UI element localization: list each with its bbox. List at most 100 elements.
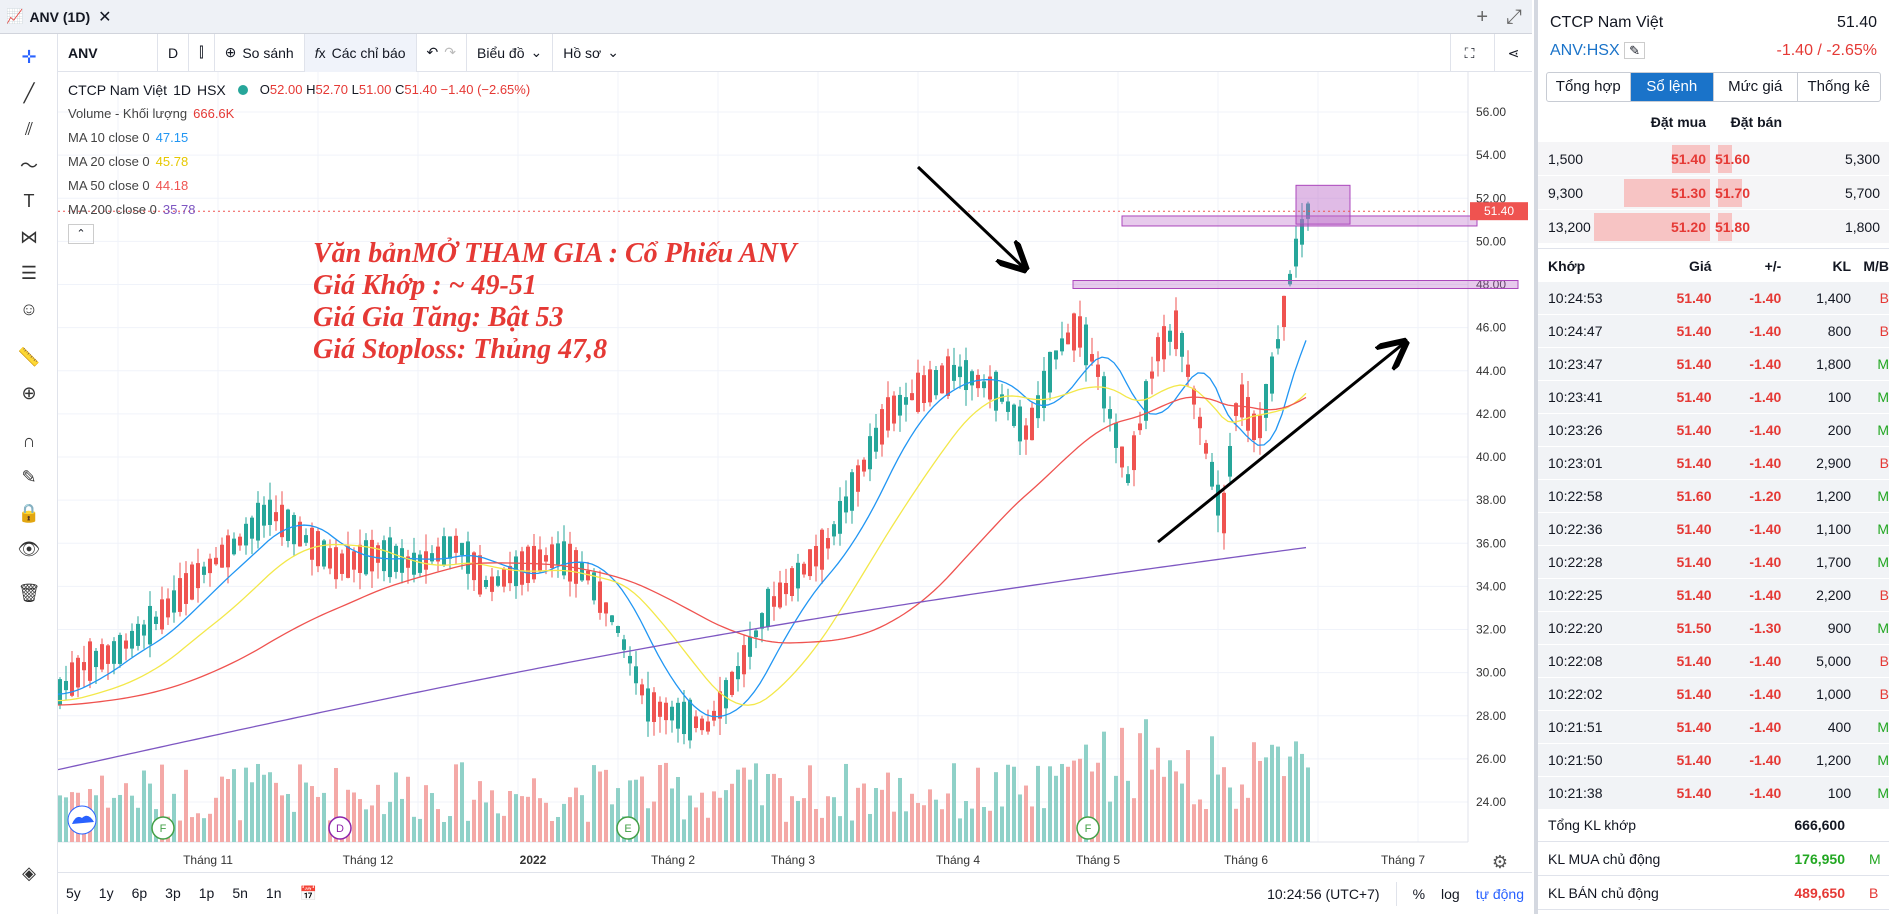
candle-body — [1006, 401, 1010, 412]
volume-bar — [646, 808, 650, 842]
price-chart[interactable]: 56.0054.0052.0050.0048.0046.0044.0042.00… — [58, 72, 1532, 872]
window-titlebar: 📈 ANV (1D) ✕ + ⤢ — [0, 0, 1532, 34]
range-5n[interactable]: 5n — [232, 885, 248, 901]
ruler-icon[interactable]: 📏 — [17, 346, 41, 367]
candle-type-icon[interactable]: ⫿ — [189, 33, 215, 72]
trade-cell: -1.40 — [1749, 785, 1782, 801]
range-1y[interactable]: 1y — [98, 885, 114, 901]
crosshair-icon[interactable]: ✛ — [21, 46, 37, 67]
trash-icon[interactable]: 🗑 — [17, 582, 41, 603]
edit-icon[interactable]: ✎ — [1624, 42, 1646, 59]
volume-bar — [808, 765, 812, 842]
volume-bar — [904, 811, 908, 842]
range-6p[interactable]: 6p — [131, 885, 148, 901]
percent-toggle[interactable]: % — [1412, 885, 1426, 902]
candle-body — [838, 500, 842, 534]
ma50-value: 44.18 — [155, 178, 189, 193]
undo-button[interactable]: ↶ ↷ — [417, 33, 468, 72]
candle-body — [892, 395, 896, 424]
trendline-icon[interactable]: ╱ — [23, 82, 35, 103]
candle-body — [376, 545, 380, 563]
add-tab-icon[interactable]: + — [1476, 6, 1488, 28]
text-icon[interactable]: T — [23, 190, 35, 211]
volume-bar — [442, 821, 446, 842]
interval-button[interactable]: D — [158, 33, 190, 72]
trade-cell: -1.40 — [1749, 587, 1782, 603]
share-icon[interactable]: ⋖ — [1494, 34, 1532, 72]
indicators-button[interactable]: fx Các chỉ báo — [304, 33, 417, 72]
zoom-icon[interactable]: ⊕ — [21, 382, 37, 403]
tab-0[interactable]: Tổng hợp — [1547, 73, 1631, 101]
candle-body — [526, 546, 530, 583]
collapse-legend-button[interactable]: ⌃ — [68, 224, 94, 244]
symbol-search[interactable]: ANV — [58, 33, 158, 72]
trade-cell: -1.40 — [1749, 455, 1782, 471]
volume-bar — [580, 795, 584, 842]
emoji-icon[interactable]: ☺ — [19, 298, 39, 319]
tab-3[interactable]: Thống kê — [1807, 78, 1871, 95]
volume-bar — [124, 783, 128, 842]
window-title: ANV (1D) — [29, 8, 91, 25]
trade-cell: M — [1877, 719, 1889, 735]
volume-bar — [364, 809, 368, 842]
volume-bar — [448, 816, 452, 842]
volume-bar — [454, 764, 458, 842]
layers-icon[interactable]: ◈ — [22, 862, 36, 883]
tab-1[interactable]: Sổ lệnh — [1630, 73, 1714, 101]
trade-col-0: Khớp — [1548, 257, 1586, 274]
panel-ticker[interactable]: ANV:HSX — [1550, 42, 1620, 59]
candle-body — [826, 538, 830, 549]
candle-body — [1234, 403, 1238, 416]
lock-drawing-icon[interactable]: ✎ — [21, 466, 37, 487]
trade-cell: 1,400 — [1816, 290, 1852, 306]
tab-2[interactable]: Mức giá — [1714, 73, 1798, 101]
volume-bar — [436, 809, 440, 842]
candle-body — [388, 537, 392, 578]
xabcd-icon[interactable]: ⋈ — [20, 226, 38, 247]
bid-price: 51.30 — [1670, 184, 1706, 201]
fib-icon[interactable]: ☰ — [20, 262, 38, 283]
volume-bar — [286, 793, 290, 842]
candle-body — [976, 374, 980, 389]
candle-body — [1018, 406, 1022, 442]
price-tick: 56.00 — [1476, 105, 1506, 119]
compare-button[interactable]: ⊕ So sánh — [215, 33, 305, 72]
range-1p[interactable]: 1p — [198, 885, 215, 901]
trade-cell: 10:22:36 — [1548, 521, 1603, 537]
candle-body — [172, 590, 176, 613]
trade-cell: -1.40 — [1749, 752, 1782, 768]
sell-depth-bar — [1718, 212, 1732, 241]
volume-bar — [862, 783, 866, 842]
lock-icon[interactable]: 🔒 — [17, 502, 41, 523]
eye-icon[interactable]: 👁 — [17, 538, 41, 559]
pitchfork-icon[interactable]: ⫽ — [24, 118, 34, 139]
range-3p[interactable]: 3p — [165, 885, 181, 901]
fullscreen-icon[interactable]: ⛶ — [1450, 34, 1488, 72]
log-toggle[interactable]: log — [1441, 885, 1460, 902]
event-marker-label: F — [160, 823, 167, 835]
candle-body — [154, 616, 158, 624]
trade-cell: 51.40 — [1676, 455, 1712, 471]
volume-bar — [1072, 760, 1076, 842]
chart-type-menu[interactable]: Biểu đồ ⌄ — [467, 33, 554, 72]
candle-body — [748, 636, 752, 657]
fx-icon: fx — [314, 44, 326, 61]
pattern-icon[interactable]: 〜 — [20, 156, 38, 176]
summary-value: 489,650 — [1794, 884, 1845, 901]
trade-cell: 10:22:25 — [1548, 587, 1603, 603]
profile-menu[interactable]: Hồ sơ ⌄ — [553, 34, 629, 72]
price-tick: 54.00 — [1476, 148, 1506, 162]
magnet-icon[interactable]: ∩ — [22, 430, 36, 451]
candle-body — [1126, 474, 1130, 483]
range-5y[interactable]: 5y — [66, 885, 81, 901]
auto-toggle[interactable]: tự động — [1475, 885, 1524, 902]
candle-body — [196, 563, 200, 589]
range-1n[interactable]: 1n — [265, 885, 282, 901]
candle-body — [496, 576, 500, 586]
expand-icon[interactable]: ⤢ — [1506, 6, 1522, 28]
calendar-icon[interactable]: 📅 — [299, 885, 317, 901]
close-icon[interactable]: ✕ — [98, 8, 112, 26]
candle-body — [280, 504, 284, 538]
volume-bar — [394, 772, 398, 842]
candle-body — [1000, 394, 1004, 402]
